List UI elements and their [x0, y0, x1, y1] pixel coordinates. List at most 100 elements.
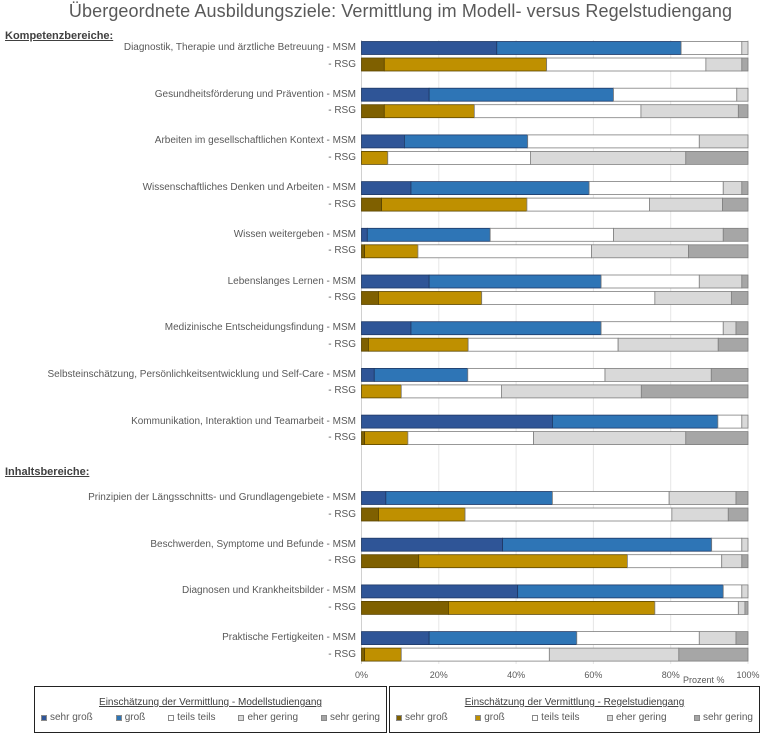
bar-segment-rsg-2	[546, 57, 707, 72]
bar-segment-rsg-0	[361, 244, 365, 259]
bar-segment-msm-3	[722, 181, 743, 196]
bar-segment-msm-4	[741, 274, 749, 289]
legend-item-label: sehr gering	[702, 712, 753, 723]
bar-segment-msm-3	[741, 584, 749, 599]
bar-segment-msm-4	[735, 491, 749, 505]
bar-segment-rsg-1	[448, 601, 656, 615]
bar-segment-msm-1	[428, 274, 602, 289]
bar-segment-msm-1	[552, 414, 719, 429]
legend-item: groß	[475, 712, 505, 723]
bar-segment-rsg-1	[418, 554, 628, 569]
legend-item: teils teils	[168, 712, 216, 723]
bar-segment-rsg-1	[383, 57, 548, 72]
bar-segment-rsg-3	[530, 150, 687, 165]
bar-segment-msm-1	[496, 41, 682, 55]
bar-segment-rsg-4	[727, 507, 749, 522]
legend-item-label: teils teils	[177, 712, 216, 723]
bar-segment-rsg-3	[591, 244, 689, 259]
x-tick-label: 20%	[430, 670, 448, 680]
bar-segment-rsg-1	[378, 291, 483, 305]
bar-segment-msm-3	[698, 631, 737, 645]
bar-segment-rsg-3	[617, 337, 719, 352]
bar-segment-msm-2	[600, 321, 724, 336]
bar-segment-rsg-0	[361, 647, 365, 662]
bar-segment-rsg-4	[741, 554, 749, 569]
bar-segment-rsg-1	[364, 431, 409, 446]
row-label-msm: Medizinische Entscheidungsfindung - MSM	[164, 322, 356, 334]
legend-swatch	[606, 714, 613, 721]
bar-segment-msm-4	[735, 321, 749, 336]
bar-segment-rsg-4	[722, 197, 749, 212]
bar-segment-msm-0	[361, 321, 412, 336]
bar-segment-rsg-3	[548, 647, 680, 662]
row-label-rsg: - RSG	[328, 198, 356, 210]
bar-segment-msm-0	[361, 41, 498, 55]
row-label-msm: Praktische Fertigkeiten - MSM	[222, 632, 356, 644]
legend-swatch	[693, 714, 700, 721]
legend-items: sehr groß groß teils teils eher gering sehr …	[35, 708, 386, 723]
bar-segment-rsg-4	[730, 291, 749, 305]
legend-item: sehr gering	[320, 712, 380, 723]
row-label-rsg: - RSG	[328, 292, 356, 303]
bar-segment-msm-4	[741, 181, 749, 196]
legend-item-label: groß	[124, 712, 146, 723]
bar-segment-msm-2	[717, 414, 743, 429]
bar-segment-rsg-2	[481, 291, 656, 305]
bar-segment-msm-3	[722, 321, 737, 336]
legend-regelstudiengang: Einschätzung der Vermittlung - Regelstud…	[389, 686, 760, 733]
bar-segment-rsg-0	[361, 104, 385, 119]
row-label-rsg: - RSG	[328, 648, 356, 660]
bar-segment-msm-1	[502, 537, 713, 552]
bar-segment-msm-4	[722, 227, 749, 242]
row-label-rsg: - RSG	[328, 432, 356, 444]
legend-title: Einschätzung der Vermittlung - Modellstu…	[99, 697, 322, 708]
bar-segment-msm-2	[467, 367, 606, 382]
bar-segment-msm-1	[517, 584, 724, 599]
bar-segment-msm-0	[361, 537, 503, 552]
bar-segment-msm-3	[668, 491, 737, 505]
row-label-rsg: - RSG	[328, 245, 356, 257]
row-label-rsg: - RSG	[328, 338, 356, 350]
bar-segment-rsg-4	[688, 244, 749, 259]
bar-segment-rsg-4	[717, 337, 749, 352]
bar-segment-msm-1	[366, 227, 491, 242]
bar-segment-rsg-3	[671, 507, 729, 522]
row-label-msm: Selbsteinschätzung, Persönlichkeitsentwi…	[47, 368, 356, 380]
bar-segment-msm-2	[711, 537, 743, 552]
bar-segment-rsg-3	[654, 291, 732, 305]
legend-item: sehr groß	[396, 712, 448, 723]
bar-segment-msm-3	[736, 87, 749, 102]
legend-item: eher gering	[606, 712, 667, 723]
bar-segment-rsg-0	[361, 337, 369, 352]
bar-segment-rsg-4	[685, 150, 749, 165]
bar-segment-msm-2	[722, 584, 743, 599]
bar-segment-rsg-3	[705, 57, 743, 72]
bar-segment-rsg-3	[533, 431, 687, 446]
row-label-msm: Diagnosen und Krankheitsbilder - MSM	[182, 585, 356, 597]
row-label-rsg: - RSG	[328, 508, 356, 520]
x-tick-label: 40%	[507, 670, 525, 680]
bar-segment-rsg-4	[744, 601, 749, 615]
legend-item-label: sehr groß	[50, 712, 93, 723]
bar-segment-rsg-0	[361, 291, 379, 305]
bar-segment-msm-3	[741, 537, 749, 552]
bar-segment-rsg-2	[407, 431, 534, 446]
bar-segment-rsg-3	[721, 554, 743, 569]
bar-segment-rsg-1	[381, 197, 528, 212]
legend-swatch	[320, 714, 327, 721]
row-label-msm: Wissenschaftliches Denken und Arbeiten -…	[142, 182, 356, 194]
bar-segment-msm-0	[361, 414, 553, 429]
x-tick-label: 60%	[584, 670, 602, 680]
bar-segment-rsg-4	[640, 384, 749, 399]
bar-segment-rsg-0	[361, 431, 365, 446]
bar-segment-msm-2	[588, 181, 724, 196]
bar-segment-msm-1	[373, 367, 469, 382]
bar-segment-rsg-4	[685, 431, 749, 446]
bar-segment-rsg-4	[678, 647, 749, 662]
bar-segment-rsg-2	[464, 507, 673, 522]
bar-segment-msm-2	[576, 631, 700, 645]
bar-segment-rsg-0	[361, 554, 420, 569]
legend-swatch	[168, 714, 175, 721]
row-label-rsg: - RSG	[328, 601, 356, 613]
